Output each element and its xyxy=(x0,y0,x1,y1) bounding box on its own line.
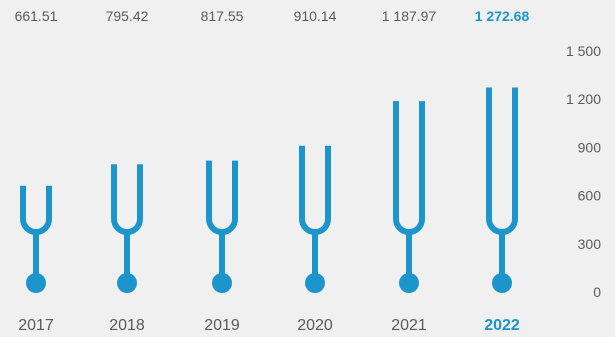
x-label-2019: 2019 xyxy=(204,317,240,334)
x-axis-labels: 2017 2018 2019 2020 2021 2022 xyxy=(18,317,520,334)
bar-2020 xyxy=(299,145,331,293)
value-label-2018: 795.42 xyxy=(106,8,149,24)
bar-prongs-2018 xyxy=(111,164,143,235)
value-labels: 661.51 795.42 817.55 910.14 1 187.97 1 272.68 xyxy=(15,8,530,24)
value-label-2022: 1 272.68 xyxy=(475,8,530,24)
x-label-2018: 2018 xyxy=(109,317,145,334)
y-tick-label-300: 300 xyxy=(578,236,602,252)
y-tick-label-1200: 1 200 xyxy=(566,91,601,107)
value-label-2019: 817.55 xyxy=(201,8,244,24)
bar-base-2019 xyxy=(212,273,232,293)
bar-2017 xyxy=(20,185,52,293)
y-tick-label-900: 900 xyxy=(578,139,602,155)
bar-2022 xyxy=(486,87,518,293)
value-label-2020: 910.14 xyxy=(294,8,337,24)
bar-prongs-2021 xyxy=(393,101,425,235)
bar-base-2017 xyxy=(26,273,46,293)
bars xyxy=(20,87,518,293)
bar-2018 xyxy=(111,164,143,293)
x-label-2017: 2017 xyxy=(18,317,54,334)
bar-base-2021 xyxy=(399,273,419,293)
y-axis: 0 300 600 900 1 200 1 500 xyxy=(566,43,601,300)
y-tick-label-1500: 1 500 xyxy=(566,43,601,59)
bar-prongs-2020 xyxy=(299,145,331,235)
bar-prongs-2022 xyxy=(486,87,518,235)
x-label-2020: 2020 xyxy=(297,317,333,334)
x-label-2021: 2021 xyxy=(391,317,427,334)
bar-prongs-2019 xyxy=(206,160,238,235)
bar-prongs-2017 xyxy=(20,185,52,235)
bar-base-2018 xyxy=(117,273,137,293)
y-tick-label-600: 600 xyxy=(578,188,602,204)
y-tick-label-0: 0 xyxy=(593,284,601,300)
bar-base-2020 xyxy=(305,273,325,293)
bar-2019 xyxy=(206,160,238,293)
x-label-2022: 2022 xyxy=(484,317,520,334)
value-label-2021: 1 187.97 xyxy=(382,8,437,24)
bar-2021 xyxy=(393,101,425,293)
bar-base-2022 xyxy=(492,273,512,293)
value-label-2017: 661.51 xyxy=(15,8,58,24)
